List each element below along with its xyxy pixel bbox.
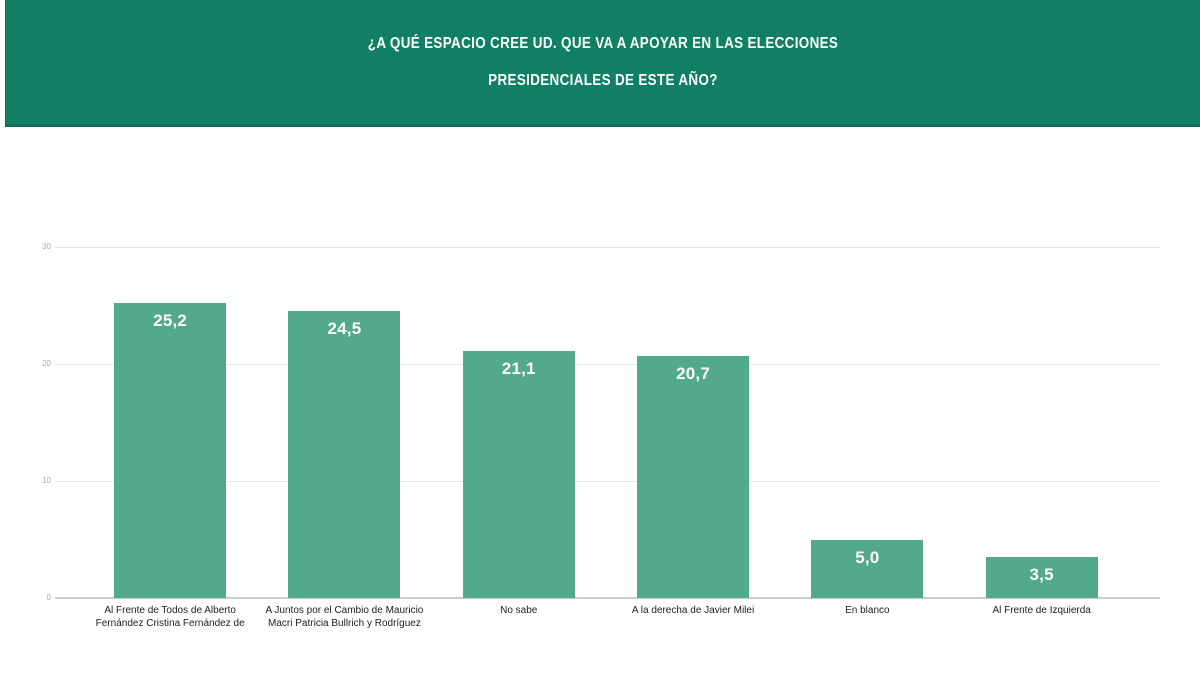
chart-title-line-2: PRESIDENCIALES DE ESTE AÑO? xyxy=(488,72,718,89)
category-label-line: A la derecha de Javier Milei xyxy=(631,605,755,616)
y-tick-label: 10 xyxy=(42,476,51,485)
category-label: Al Frente de Todos de Alberto Fernández C… xyxy=(83,604,257,630)
chart-title-line-1: ¿A QUÉ ESPACIO CREE UD. QUE VA A APOYAR … xyxy=(367,35,839,52)
category-label-line: Al Frente de Todos de Alberto xyxy=(104,605,236,616)
bar: 24,5 xyxy=(288,311,401,598)
category-label-line: En blanco xyxy=(845,605,890,616)
category-label-line: Al Frente de Izquierda xyxy=(992,605,1091,616)
bar-value-label: 24,5 xyxy=(327,319,362,339)
bar-value-label: 20,7 xyxy=(676,363,710,383)
bar-value-label: 25,2 xyxy=(153,311,188,331)
y-tick-label: 0 xyxy=(46,593,51,602)
chart-title: ¿A QUÉ ESPACIO CREE UD. QUE VA A APOYAR … xyxy=(102,25,1105,99)
bar-value-label: 21,1 xyxy=(501,359,536,379)
category-label-line: No sabe xyxy=(500,605,538,616)
category-label-line: A Juntos por el Cambio de Mauricio xyxy=(265,605,424,616)
bar-value-label: 3,5 xyxy=(1029,565,1054,585)
category-label: Al Frente de Izquierda xyxy=(955,604,1129,617)
category-label: A la derecha de Javier Milei xyxy=(606,604,780,617)
bar: 5,0 xyxy=(811,539,924,598)
category-label: A Juntos por el Cambio de Mauricio Macri … xyxy=(257,604,431,630)
category-label-line: Fernández Cristina Fernández de xyxy=(95,618,245,629)
category-label-line: Macri Patricia Bullrich y Rodríguez xyxy=(268,618,421,629)
bar-value-label: 5,0 xyxy=(855,547,880,567)
category-label: En blanco xyxy=(780,604,954,617)
y-tick-label: 30 xyxy=(42,242,51,251)
header-banner: ¿A QUÉ ESPACIO CREE UD. QUE VA A APOYAR … xyxy=(5,0,1200,127)
bar: 3,5 xyxy=(985,557,1098,598)
y-tick-label: 20 xyxy=(42,359,51,368)
category-label: No sabe xyxy=(432,604,606,617)
x-axis-line xyxy=(55,597,1160,599)
bar: 20,7 xyxy=(637,355,750,598)
gridline xyxy=(55,247,1160,248)
gridline xyxy=(55,364,1160,365)
bar: 25,2 xyxy=(114,303,227,598)
gridline xyxy=(55,481,1160,482)
bar: 21,1 xyxy=(462,351,575,598)
